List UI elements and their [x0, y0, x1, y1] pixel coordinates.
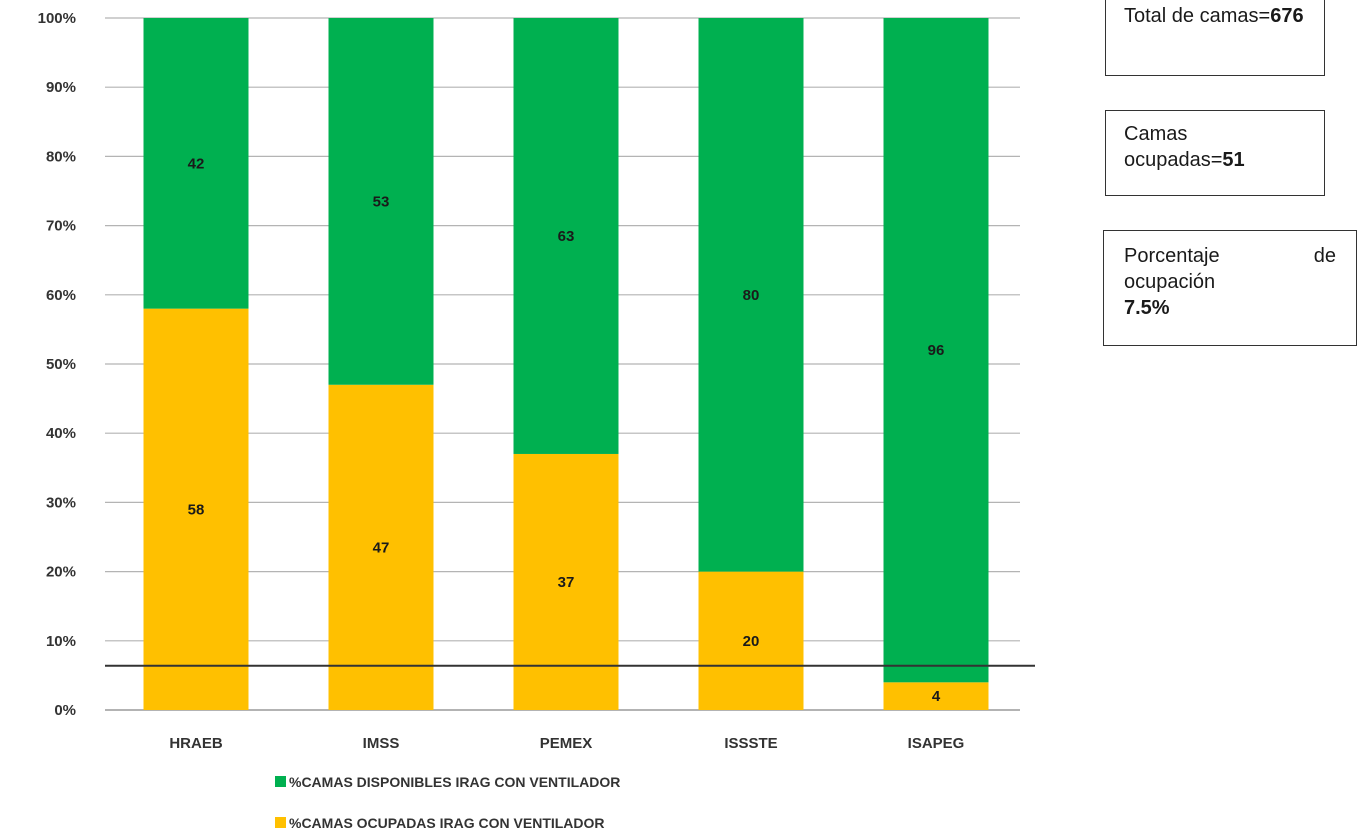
data-label: 37 [558, 574, 575, 591]
occupancy-percentage-box: Porcentaje de ocupación 7.5% [1103, 230, 1357, 346]
y-tick-label: 100% [38, 10, 76, 27]
data-label: 63 [558, 228, 575, 245]
x-axis-category-labels: HRAEB IMSS PEMEX ISSSTE ISAPEG [169, 735, 964, 752]
occupancy-percentage-value: 7.5% [1124, 297, 1170, 319]
y-tick-label: 90% [46, 79, 76, 96]
data-label: 96 [928, 342, 945, 359]
total-beds-box: Total de camas=676 [1105, 0, 1325, 76]
x-category-label: ISSSTE [724, 735, 777, 752]
bar-segment-available [883, 18, 989, 683]
x-category-label: HRAEB [169, 735, 223, 752]
legend-swatch [275, 817, 286, 828]
occupied-beds-value: 51 [1222, 149, 1245, 171]
y-tick-label: 20% [46, 564, 76, 581]
bar-segment-occupied [883, 682, 989, 710]
y-tick-label: 80% [46, 148, 76, 165]
bars [143, 18, 989, 710]
y-tick-label: 0% [54, 702, 76, 719]
total-beds-value: 676 [1270, 5, 1304, 27]
data-label: 4 [932, 688, 941, 705]
legend-label: %CAMAS OCUPADAS IRAG CON VENTILADOR [289, 815, 605, 831]
y-tick-label: 70% [46, 218, 76, 235]
bar-segment-occupied [143, 308, 249, 710]
occupancy-heading-line: Porcentaje de [1124, 243, 1336, 269]
total-beds-label: Total de camas= [1124, 5, 1271, 27]
y-tick-label: 30% [46, 494, 76, 511]
bar-segment-occupied [328, 384, 434, 710]
occupancy-word-de: de [1313, 245, 1336, 267]
occupied-beds-box: Camas ocupadas=51 [1105, 110, 1325, 196]
legend-label: %CAMAS DISPONIBLES IRAG CON VENTILADOR [289, 774, 620, 790]
data-label: 47 [373, 539, 390, 556]
data-label: 20 [743, 633, 760, 650]
y-tick-label: 60% [46, 287, 76, 304]
y-tick-label: 50% [46, 356, 76, 373]
x-category-label: IMSS [363, 735, 400, 752]
occupancy-word-porcentaje: Porcentaje [1124, 245, 1220, 267]
legend-swatch [275, 776, 286, 787]
bar-segment-occupied [513, 453, 619, 710]
data-labels: 58 42 47 53 37 63 20 80 4 96 [188, 155, 945, 705]
y-axis-tick-labels: 0% 10% 20% 30% 40% 50% 60% 70% 80% 90% 100% [38, 10, 76, 719]
occupancy-word-ocupacion: ocupación [1124, 271, 1216, 293]
bar-segment-available [513, 18, 619, 454]
data-label: 58 [188, 501, 205, 518]
occupied-beds-label: Camas ocupadas= [1124, 123, 1223, 171]
y-tick-label: 10% [46, 633, 76, 650]
data-label: 42 [188, 155, 205, 172]
data-label: 53 [373, 193, 390, 210]
data-label: 80 [743, 287, 760, 304]
bar-segment-occupied [698, 571, 804, 710]
x-category-label: ISAPEG [908, 735, 965, 752]
bar-segment-available [328, 18, 434, 385]
x-category-label: PEMEX [540, 735, 593, 752]
y-tick-label: 40% [46, 425, 76, 442]
legend: %CAMAS DISPONIBLES IRAG CON VENTILADOR %C… [275, 774, 620, 831]
bar-segment-available [143, 18, 249, 309]
bar-segment-available [698, 18, 804, 572]
